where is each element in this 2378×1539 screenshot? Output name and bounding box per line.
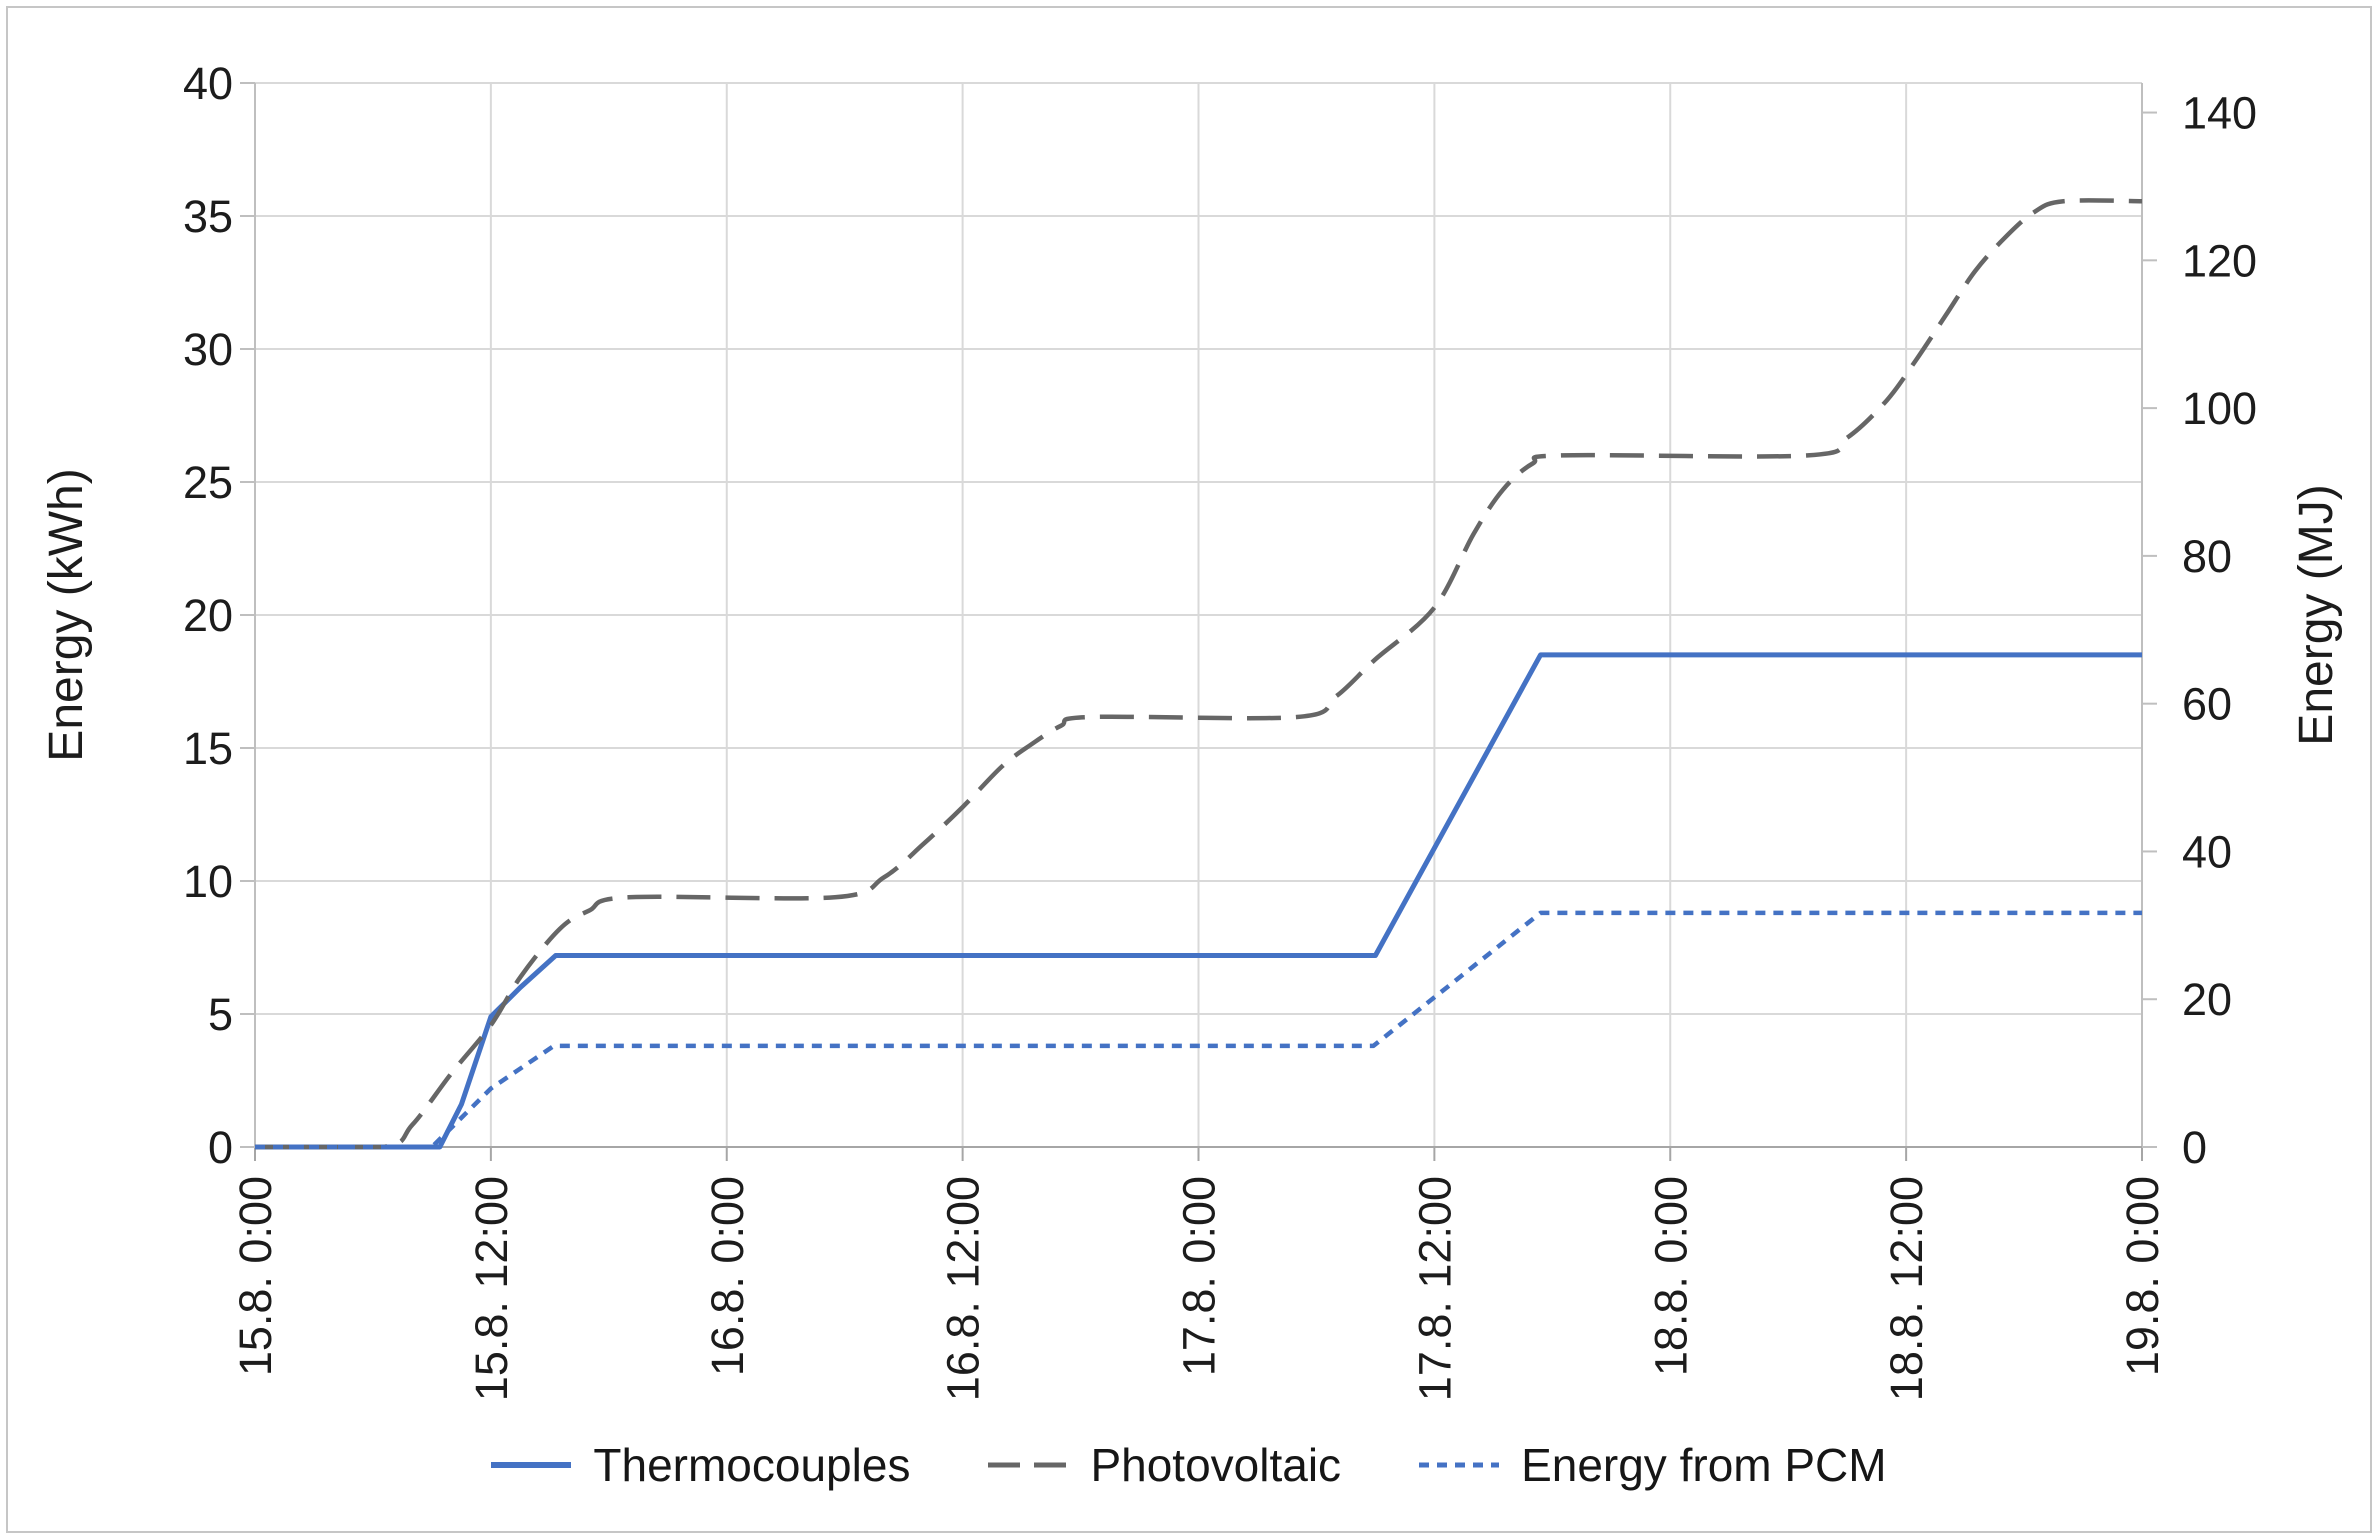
right-tick-label: 120 — [2182, 235, 2257, 286]
x-tick-label: 17.8. 0:00 — [1174, 1176, 1225, 1376]
legend-swatch-dashed-line-icon — [988, 1462, 1069, 1468]
left-tick-label: 35 — [183, 191, 233, 242]
legend-swatch-dotted-line-icon — [1419, 1462, 1500, 1468]
legend-label: Photovoltaic — [1090, 1439, 1342, 1491]
legend-item-thermocouples: Thermocouples — [491, 1438, 910, 1492]
x-tick-label: 18.8. 0:00 — [1645, 1176, 1696, 1376]
left-axis-title: Energy (kWh) — [40, 468, 93, 761]
x-tick-label: 18.8. 12:00 — [1881, 1176, 1932, 1401]
legend-item-energy-from-pcm: Energy from PCM — [1419, 1438, 1887, 1492]
left-tick-label: 0 — [208, 1122, 233, 1173]
series-layer — [255, 198, 2143, 1150]
right-tick-label: 40 — [2182, 826, 2232, 877]
left-tick-label: 20 — [183, 590, 233, 641]
left-tick-label: 15 — [183, 723, 233, 774]
x-tick-label: 15.8. 0:00 — [230, 1176, 281, 1376]
x-tick-label: 15.8. 12:00 — [466, 1176, 517, 1401]
series-energy-from-pcm-line — [255, 910, 2142, 1150]
legend: Thermocouples Photovoltaic Energy from PCM — [0, 1420, 2378, 1510]
right-tick-label: 60 — [2182, 679, 2232, 730]
series-thermocouples-line — [255, 652, 2142, 1150]
series-photovoltaic-line — [255, 198, 2143, 1150]
x-tick-label: 17.8. 12:00 — [1409, 1176, 1460, 1401]
right-tick-label: 20 — [2182, 974, 2232, 1025]
chart-border-frame — [6, 6, 2372, 1533]
grid-layer — [255, 82, 2142, 1147]
legend-label: Thermocouples — [593, 1439, 911, 1491]
left-tick-label: 40 — [183, 58, 233, 109]
left-tick-label: 10 — [183, 856, 233, 907]
left-tick-label: 5 — [208, 989, 233, 1040]
axis-layer — [240, 82, 2157, 1161]
right-tick-label: 100 — [2182, 383, 2257, 434]
legend-label: Energy from PCM — [1521, 1439, 1887, 1491]
x-tick-label: 16.8. 0:00 — [702, 1176, 753, 1376]
x-tick-label: 19.8. 0:00 — [2117, 1176, 2168, 1376]
legend-swatch-solid-line-icon — [491, 1462, 572, 1468]
left-tick-label: 25 — [183, 457, 233, 508]
left-tick-label: 30 — [183, 324, 233, 375]
x-tick-label: 16.8. 12:00 — [938, 1176, 989, 1401]
legend-item-photovoltaic: Photovoltaic — [988, 1438, 1341, 1492]
right-tick-label: 140 — [2182, 88, 2257, 139]
label-layer: 0 5 10 15 20 25 30 35 40 0 20 40 60 80 100 120 140 15.8. … — [183, 58, 2257, 1401]
right-tick-label: 80 — [2182, 531, 2232, 582]
right-tick-label: 0 — [2182, 1122, 2207, 1173]
right-axis-title: Energy (MJ) — [2290, 484, 2343, 745]
